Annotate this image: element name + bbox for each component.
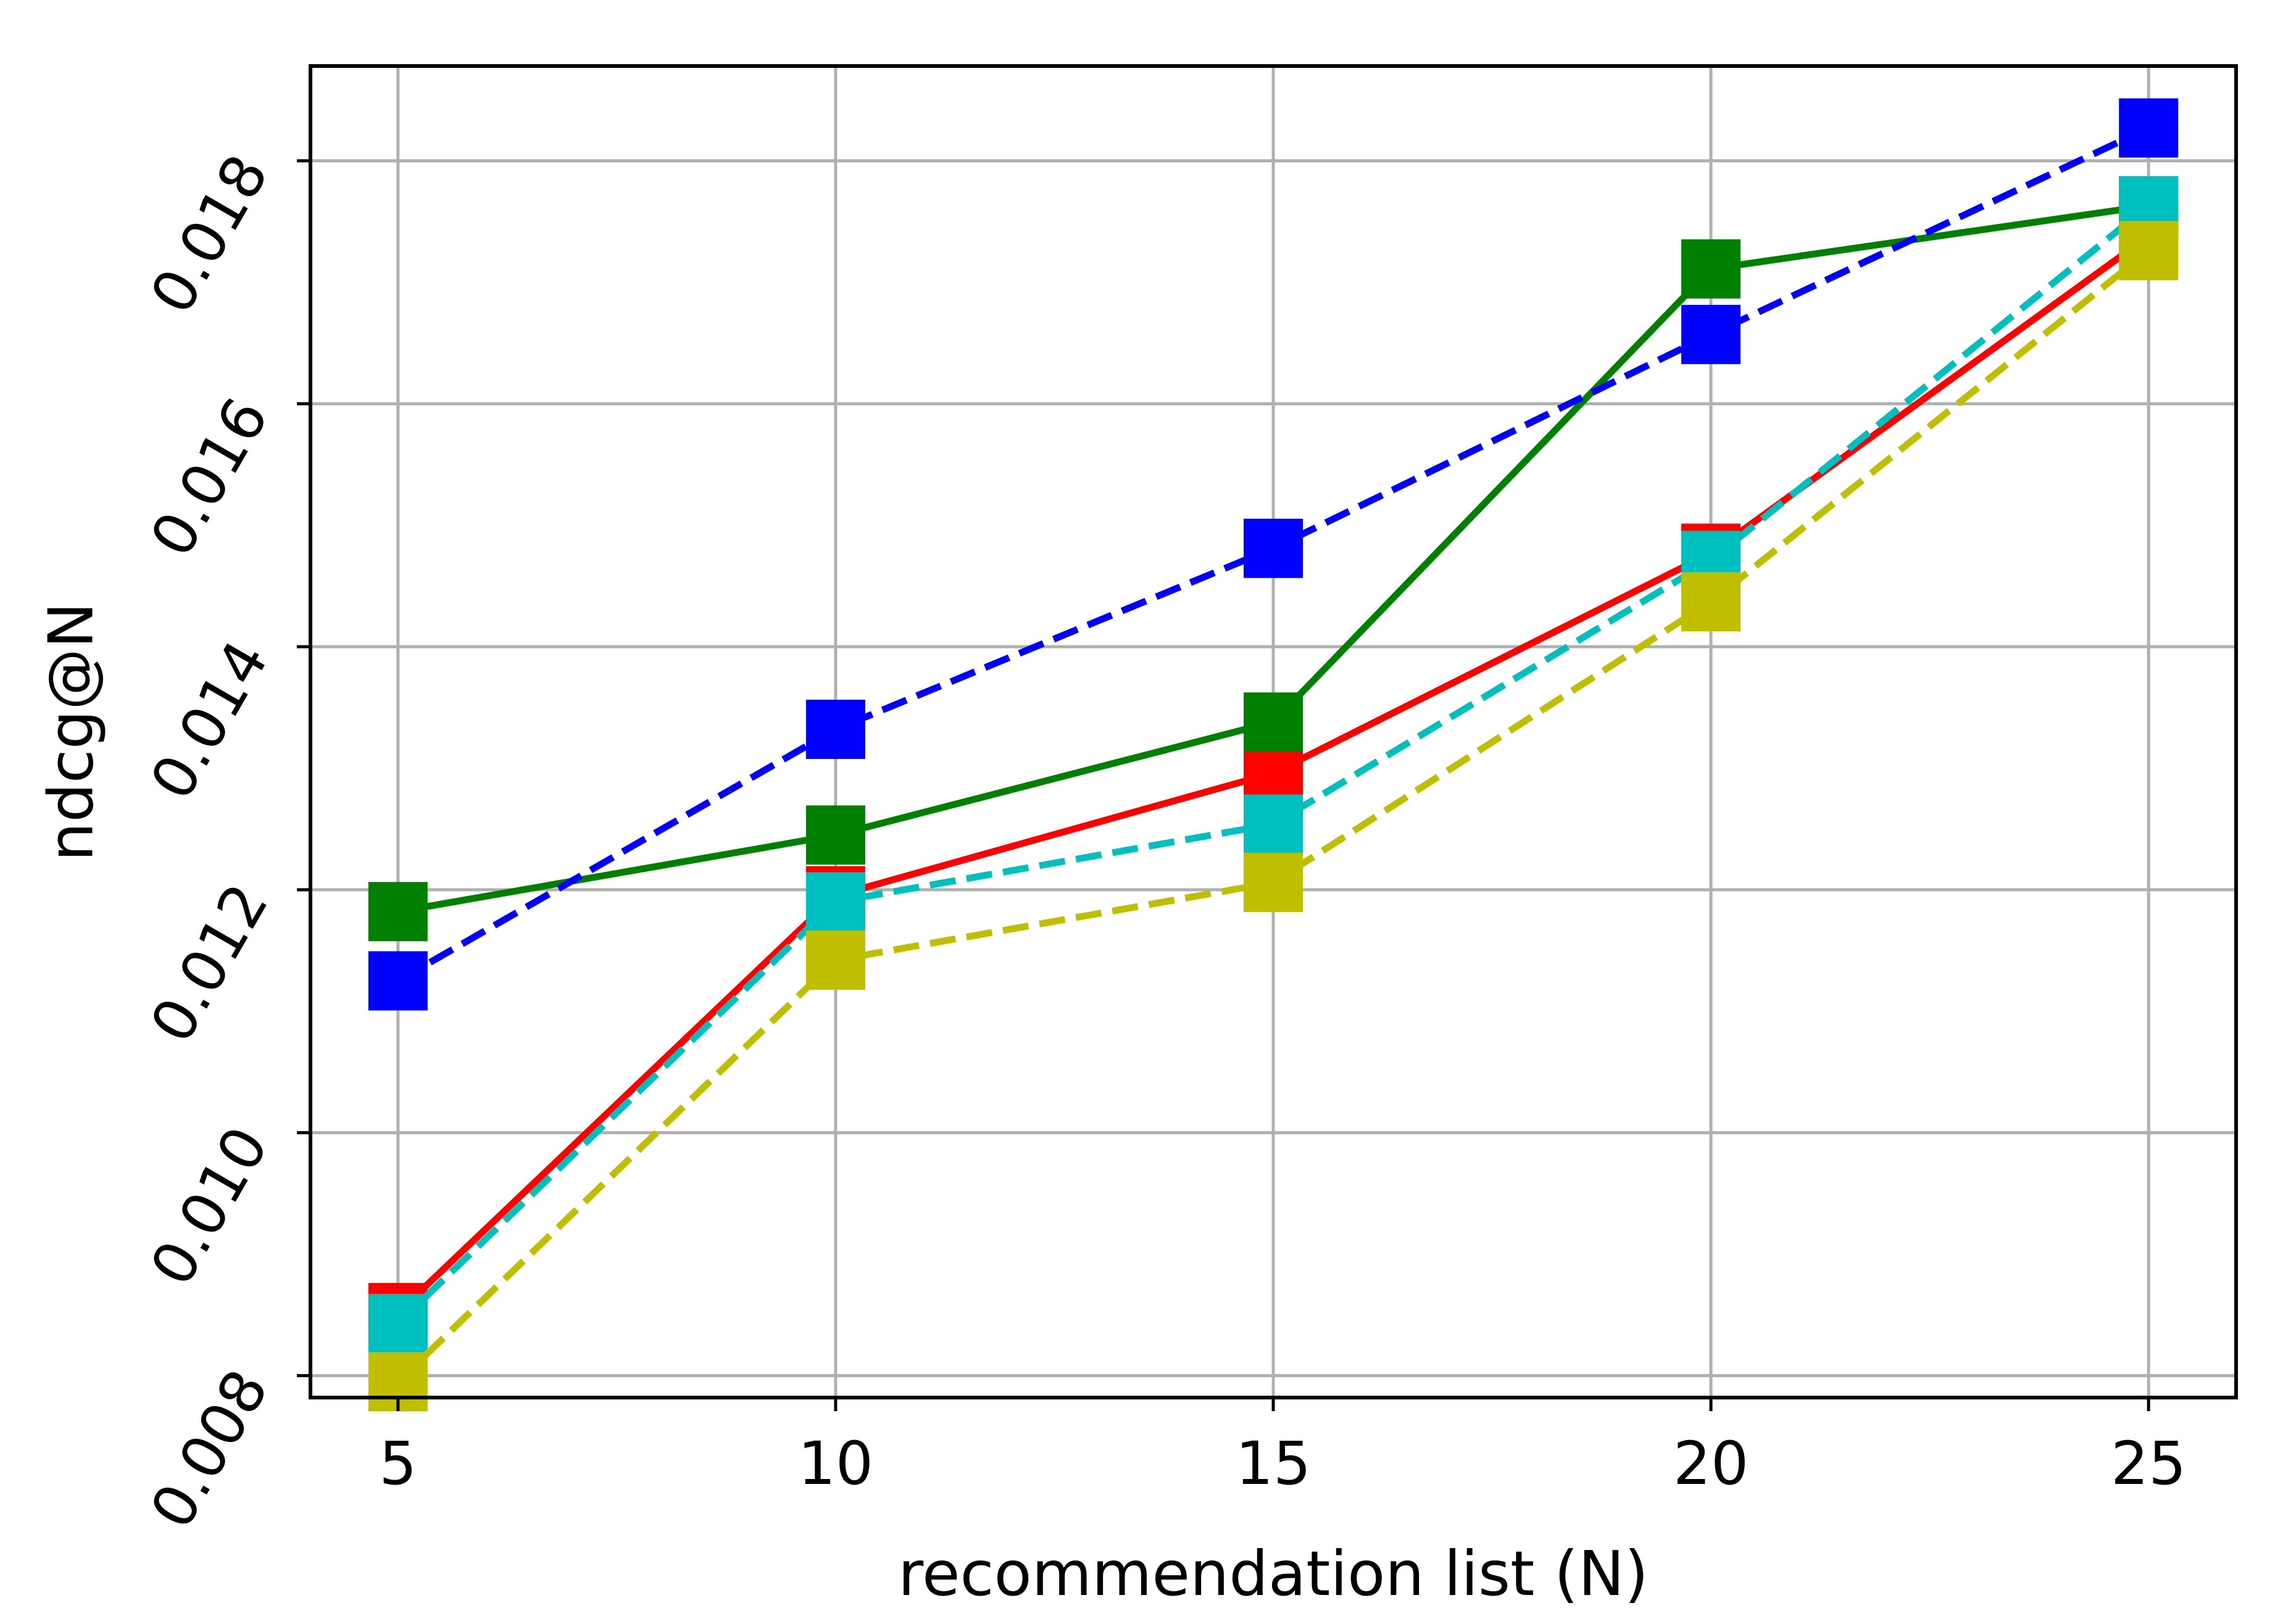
- y-tick-label: 0.010: [137, 1116, 281, 1297]
- data-point-marker: [1681, 305, 1741, 365]
- data-point-marker: [1244, 794, 1303, 854]
- data-point-marker: [1244, 518, 1303, 578]
- data-point-marker: [2119, 221, 2179, 281]
- y-tick-label: 0.012: [137, 872, 281, 1054]
- data-point-marker: [805, 930, 865, 990]
- data-point-marker: [1244, 853, 1303, 913]
- y-axis-ticks: 0.008 0.010 0.012 0.014 0.016 0.018: [137, 144, 310, 1540]
- data-point-marker: [805, 805, 865, 865]
- data-point-marker: [368, 1293, 428, 1353]
- data-point-marker: [1681, 239, 1741, 299]
- data-point-marker: [368, 882, 428, 942]
- x-tick-label: 20: [1673, 1429, 1749, 1498]
- y-tick-label: 0.016: [137, 386, 281, 568]
- data-point-marker: [1681, 572, 1741, 632]
- x-tick-label: 15: [1236, 1429, 1311, 1498]
- series-3: [368, 98, 2179, 1011]
- x-tick-label: 25: [2111, 1429, 2186, 1498]
- y-axis-label: ndcg@N: [35, 602, 107, 861]
- data-point-marker: [1244, 743, 1303, 803]
- x-axis-ticks: 5 10 15 20 25: [379, 1398, 2186, 1498]
- x-tick-label: 10: [798, 1429, 873, 1498]
- y-tick-label: 0.008: [137, 1359, 281, 1540]
- data-point-marker: [2119, 98, 2179, 158]
- data-point-marker: [805, 872, 865, 932]
- y-tick-label: 0.014: [137, 629, 281, 811]
- series-layer: [368, 98, 2179, 1412]
- data-point-marker: [368, 951, 428, 1011]
- y-tick-label: 0.018: [137, 144, 281, 325]
- x-tick-label: 5: [379, 1429, 417, 1498]
- data-point-marker: [805, 700, 865, 760]
- data-point-marker: [1244, 692, 1303, 752]
- x-axis-label: recommendation list (N): [898, 1538, 1649, 1610]
